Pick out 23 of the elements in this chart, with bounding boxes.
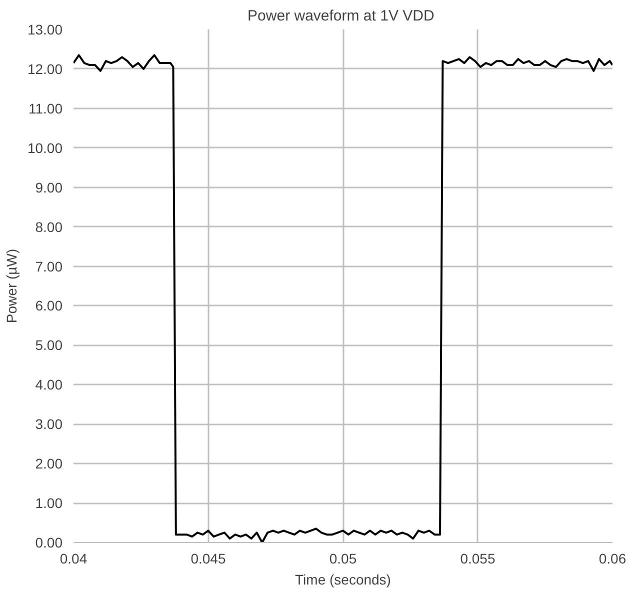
y-tick-label: 11.00 [28, 100, 63, 116]
y-tick-label: 5.00 [35, 337, 63, 354]
x-tick-label: 0.06 [598, 550, 626, 566]
x-tick-label: 0.04 [60, 550, 88, 566]
x-tick-label: 0.055 [460, 550, 496, 566]
y-tick-label: 10.00 [27, 140, 63, 156]
y-tick-label: 0.00 [35, 534, 63, 550]
y-tick-label: 9.00 [35, 179, 63, 196]
y-tick-label: 6.00 [35, 298, 63, 314]
y-tick-label: 7.00 [35, 258, 63, 274]
y-tick-label: 8.00 [35, 218, 63, 235]
line-series [74, 54, 612, 542]
y-tick-label: 4.00 [35, 376, 63, 393]
y-tick-label: 13.00 [27, 22, 63, 38]
y-tick-label: 12.00 [27, 60, 63, 77]
x-axis-title: Time (seconds) [295, 572, 391, 588]
y-axis-title: Power (µW) [3, 248, 20, 324]
x-tick-label: 0.045 [190, 550, 226, 566]
y-tick-label: 1.00 [35, 495, 63, 512]
y-tick-label: 3.00 [35, 416, 63, 432]
y-tick-label: 2.00 [35, 456, 63, 472]
x-tick-label: 0.05 [329, 550, 357, 566]
chart-title: Power waveform at 1V VDD [248, 8, 434, 24]
